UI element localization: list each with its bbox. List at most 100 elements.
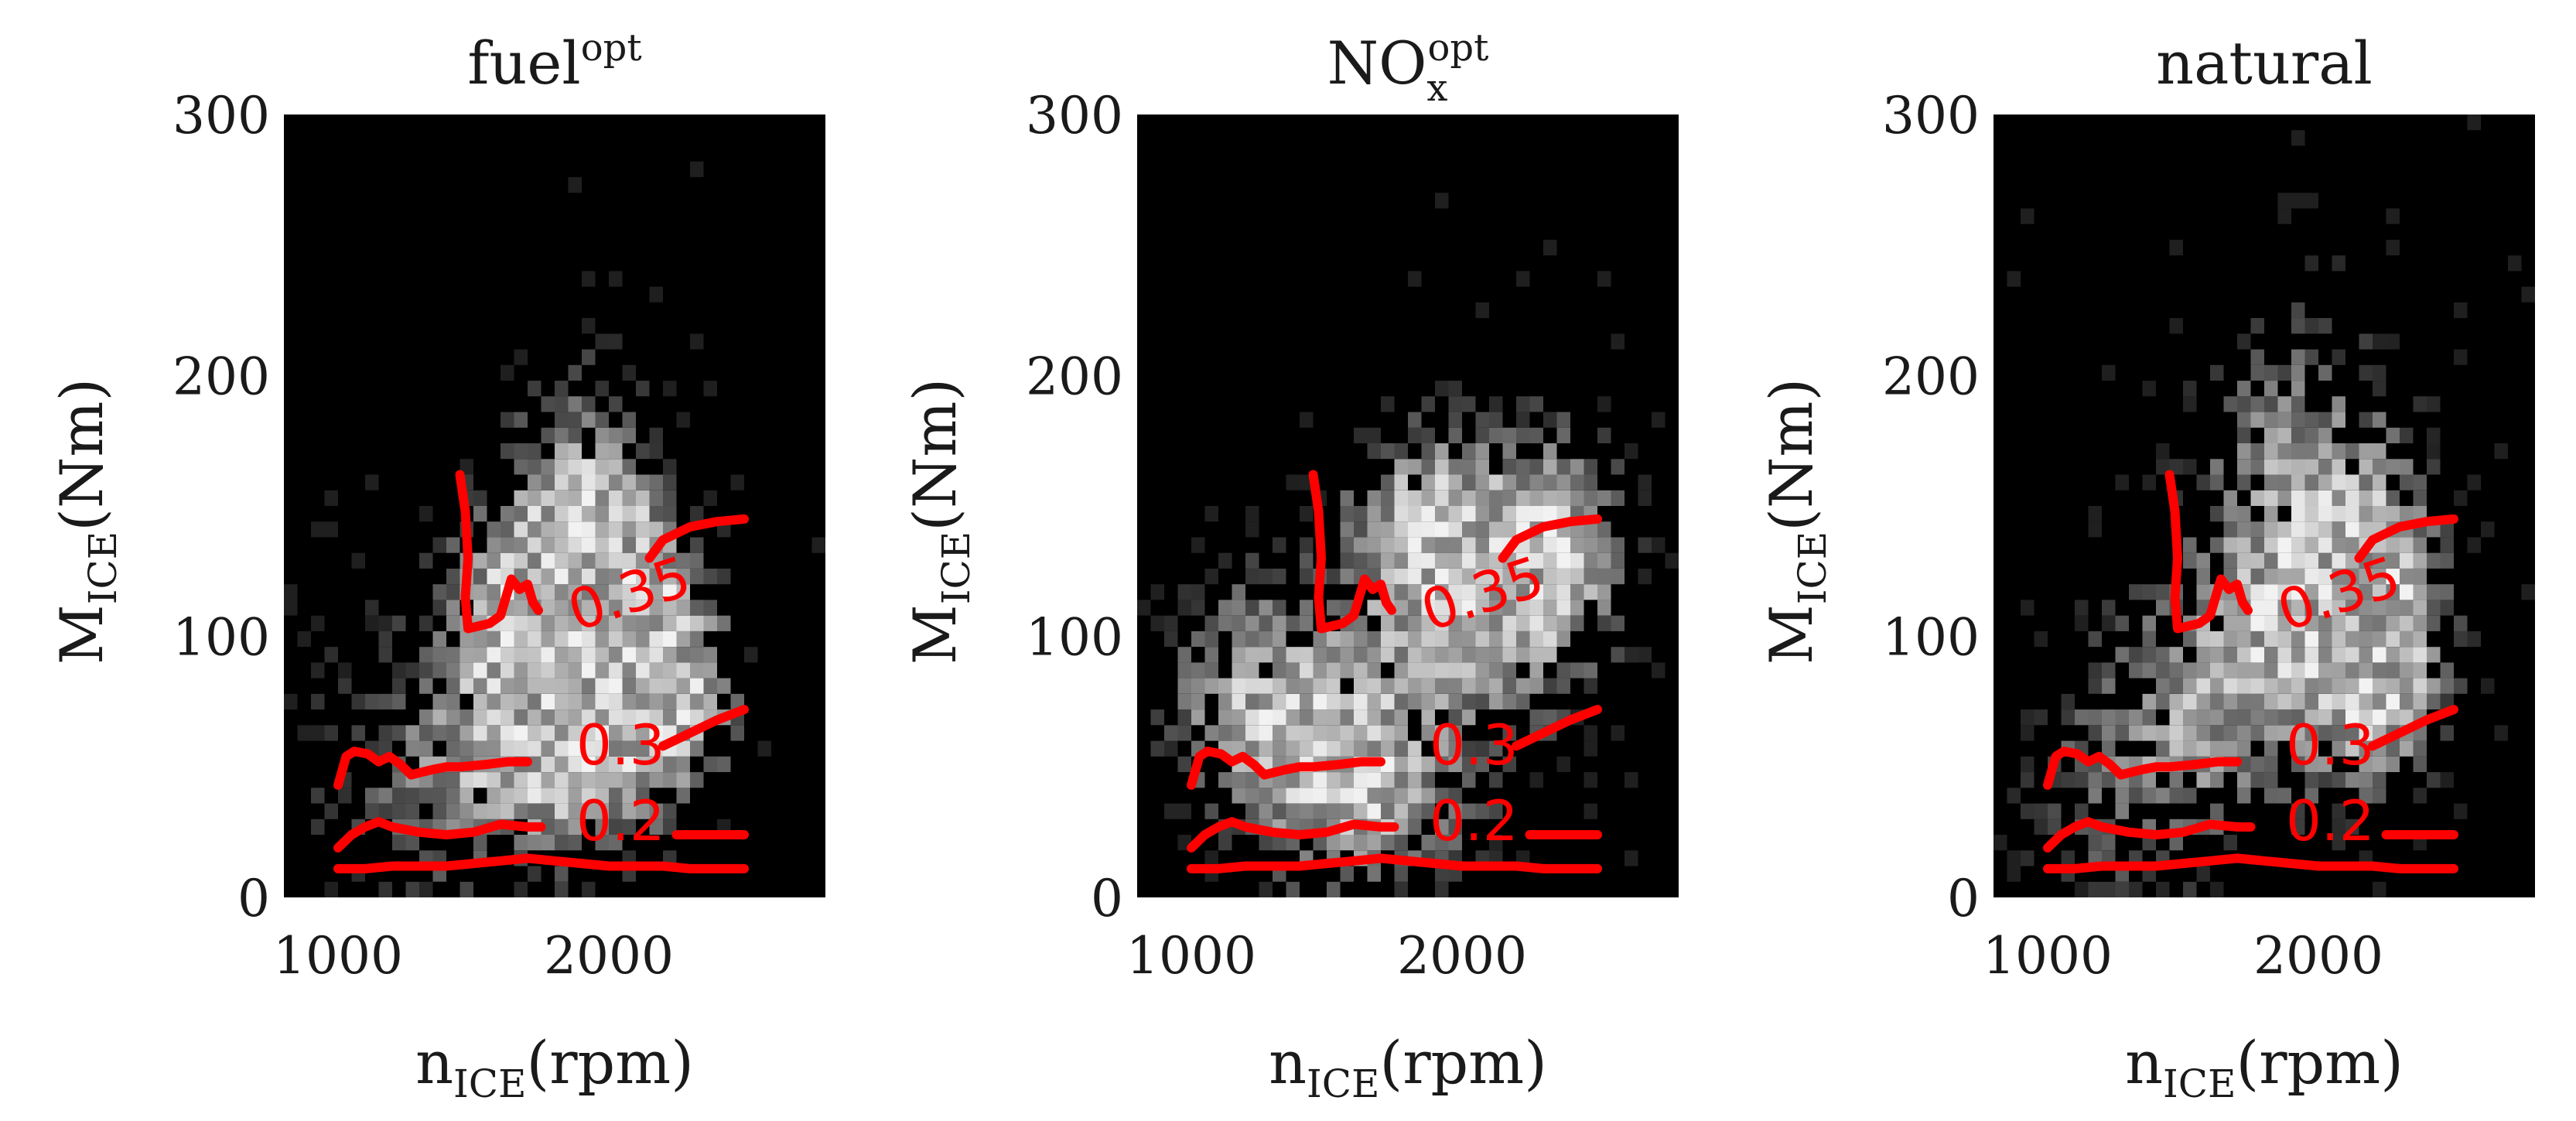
heatmap-cell	[1421, 569, 1435, 585]
heatmap-cell	[2169, 835, 2183, 851]
heatmap-cell	[405, 835, 419, 851]
heatmap-cell	[2196, 772, 2210, 788]
heatmap-cell	[2304, 255, 2318, 272]
heatmap-cell	[1543, 443, 1557, 460]
heatmap-cell	[1462, 693, 1476, 710]
heatmap-cell	[676, 647, 690, 663]
heatmap-cell	[2427, 396, 2441, 412]
heatmap-cell	[473, 490, 487, 506]
heatmap-cell	[2386, 756, 2400, 772]
y-tick-label: 0	[237, 869, 270, 928]
heatmap-cell	[1381, 569, 1395, 585]
heatmap-cell	[636, 615, 650, 631]
heatmap-cell	[1394, 615, 1408, 631]
heatmap-cell	[1367, 740, 1381, 757]
heatmap-cell	[2237, 443, 2251, 460]
heatmap-cell	[2196, 631, 2210, 648]
heatmap-cell	[1164, 740, 1178, 757]
heatmap-cell	[568, 819, 582, 835]
heatmap-cell	[663, 662, 677, 678]
heatmap-cell	[1584, 459, 1597, 475]
heatmap-cell	[1367, 709, 1381, 726]
heatmap-cell	[1381, 443, 1395, 460]
heatmap-cell	[1435, 725, 1449, 741]
heatmap-cell	[1556, 584, 1570, 600]
heatmap-cell	[1327, 835, 1341, 851]
heatmap-cell	[2129, 584, 2143, 600]
heatmap-cell	[2291, 600, 2305, 616]
heatmap-cell	[1286, 803, 1300, 819]
heatmap-cell	[297, 631, 311, 648]
y-tick-label: 300	[173, 86, 270, 145]
heatmap-cell	[2494, 725, 2508, 741]
heatmap-cell	[1462, 569, 1476, 585]
heatmap-cell	[1381, 725, 1395, 741]
heatmap-cell	[2467, 114, 2481, 131]
heatmap-cell	[1570, 537, 1584, 553]
heatmap-cell	[1556, 600, 1570, 616]
y-axis-label-main: M	[47, 604, 116, 665]
heatmap-cell	[1421, 459, 1435, 475]
heatmap-cell	[1570, 474, 1584, 490]
heatmap-cell	[1150, 740, 1164, 757]
heatmap-cell	[1177, 678, 1191, 694]
heatmap-cell	[528, 506, 542, 522]
heatmap-cell	[1204, 678, 1218, 694]
heatmap-cell	[663, 693, 677, 710]
heatmap-cell	[1502, 459, 1516, 475]
heatmap-cell	[2196, 662, 2210, 678]
heatmap-cell	[2413, 584, 2427, 600]
heatmap-cell	[1381, 474, 1395, 490]
heatmap-cell	[2345, 490, 2359, 506]
heatmap-cell	[595, 506, 609, 522]
heatmap-cell	[1448, 412, 1462, 428]
heatmap-cell	[2427, 552, 2441, 569]
heatmap-cell	[1381, 788, 1395, 804]
heatmap-cell	[1611, 490, 1625, 506]
heatmap-cell	[2467, 537, 2481, 553]
heatmap-cell	[1300, 709, 1314, 726]
heatmap-cell	[1354, 662, 1368, 678]
heatmap-cell	[1448, 803, 1462, 819]
heatmap-cell	[1516, 474, 1530, 490]
heatmap-cell	[1232, 709, 1245, 726]
heatmap-cell	[582, 318, 596, 334]
heatmap-cell	[1529, 662, 1543, 678]
heatmap-cell	[1475, 693, 1489, 710]
heatmap-cell	[1408, 678, 1422, 694]
heatmap-cell	[1394, 788, 1408, 804]
heatmap-cell	[609, 396, 623, 412]
heatmap-cell	[555, 740, 569, 757]
heatmap-cell	[1448, 552, 1462, 569]
heatmap-cell	[1150, 709, 1164, 726]
heatmap-cell	[1273, 647, 1286, 663]
heatmap-cell	[1597, 537, 1611, 553]
heatmap-cell	[1408, 521, 1422, 538]
heatmap-cell	[2183, 662, 2197, 678]
heatmap-cell	[2250, 709, 2264, 726]
heatmap-cell	[663, 506, 677, 522]
heatmap-cell	[1448, 506, 1462, 522]
heatmap-cell	[690, 506, 704, 522]
heatmap-cell	[2291, 740, 2305, 757]
heatmap-cell	[1273, 678, 1286, 694]
heatmap-cell	[1435, 552, 1449, 569]
heatmap-cell	[568, 412, 582, 428]
contour-label: 0.3	[576, 713, 665, 778]
heatmap-cell	[528, 678, 542, 694]
heatmap-cell	[555, 693, 569, 710]
x-tick-label: 1000	[273, 926, 403, 986]
heatmap-cell	[2304, 349, 2318, 365]
heatmap-cell	[582, 756, 596, 772]
heatmap-cell	[1245, 600, 1259, 616]
heatmap-cell	[676, 552, 690, 569]
heatmap-cell	[2494, 443, 2508, 460]
heatmap-cell	[2440, 537, 2454, 553]
heatmap-cell	[1340, 866, 1354, 882]
heatmap-cell	[1191, 662, 1205, 678]
heatmap-cell	[487, 772, 501, 788]
heatmap-cell	[541, 537, 555, 553]
heatmap-cell	[1462, 537, 1476, 553]
heatmap-cell	[568, 678, 582, 694]
